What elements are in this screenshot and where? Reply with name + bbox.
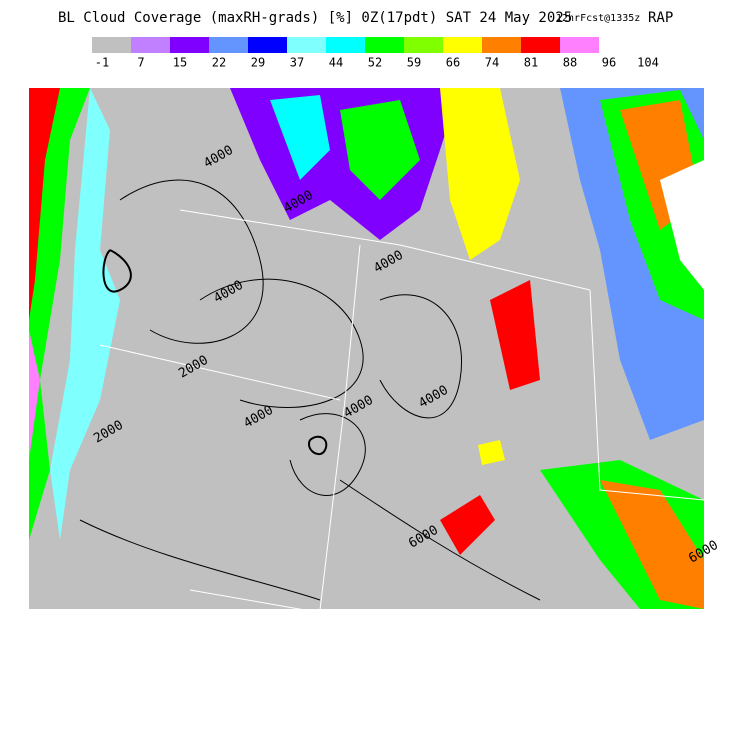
legend-swatch xyxy=(248,37,287,53)
legend-tick-label: 81 xyxy=(524,56,538,70)
legend-tick-label: 37 xyxy=(290,56,304,70)
legend-swatch xyxy=(131,37,170,53)
legend-swatch xyxy=(92,37,131,53)
cloud-area xyxy=(490,280,540,390)
legend-swatch xyxy=(170,37,209,53)
legend-swatch xyxy=(209,37,248,53)
legend-tick-label: 96 xyxy=(602,56,616,70)
cloud-area xyxy=(440,88,520,260)
cloud-area xyxy=(600,480,704,609)
legend-tick-label: 44 xyxy=(329,56,343,70)
legend-swatch xyxy=(365,37,404,53)
legend-tick-label: 59 xyxy=(407,56,421,70)
legend-tick-label: 104 xyxy=(637,56,659,70)
legend-tick-label: -1 xyxy=(95,56,109,70)
contours xyxy=(79,179,541,601)
legend-tick-label: 52 xyxy=(368,56,382,70)
legend: -1 7 15 22 29 37 44 52 59 66 74 81 88 96 104 xyxy=(92,37,659,70)
legend-swatch xyxy=(287,37,326,53)
legend-swatch xyxy=(404,37,443,53)
legend-swatch xyxy=(326,37,365,53)
map xyxy=(29,88,705,611)
legend-swatch xyxy=(482,37,521,53)
cloud-area xyxy=(340,100,420,200)
cloud-area xyxy=(270,95,330,180)
legend-swatch xyxy=(560,37,599,53)
legend-swatch xyxy=(443,37,482,53)
state-borders xyxy=(99,209,705,611)
cloud-area xyxy=(29,88,60,320)
legend-tick-label: 74 xyxy=(485,56,499,70)
title: BL Cloud Coverage (maxRH-grads) [%] 0Z(1… xyxy=(58,10,572,26)
cloud-area xyxy=(29,88,90,540)
forecast-label: 12hrFcst@1335z xyxy=(556,13,640,24)
legend-tick-label: 7 xyxy=(137,56,144,70)
cloud-area xyxy=(440,495,495,555)
legend-tick-label: 29 xyxy=(251,56,265,70)
cloud-area xyxy=(478,440,505,465)
cloud-area xyxy=(29,330,40,460)
cloud-area xyxy=(50,88,120,540)
legend-tick-label: 88 xyxy=(563,56,577,70)
legend-tick-label: 15 xyxy=(173,56,187,70)
legend-tick-label: 22 xyxy=(212,56,226,70)
cloud-area xyxy=(660,160,704,290)
legend-tick-label: 66 xyxy=(446,56,460,70)
model-label: RAP xyxy=(648,10,673,26)
legend-swatch xyxy=(521,37,560,53)
